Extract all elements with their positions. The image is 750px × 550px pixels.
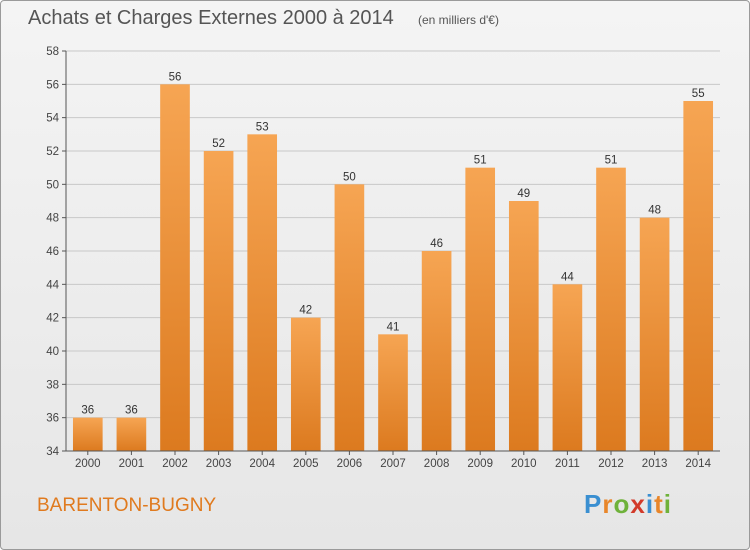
y-tick-label: 56 xyxy=(46,79,59,91)
bar-series: 36 36 56 52 53 42 50 41 46 51 49 44 51 48 55 xyxy=(72,71,714,452)
data-label: 36 xyxy=(81,405,94,417)
logo-letter: i xyxy=(645,489,655,519)
data-label: 55 xyxy=(692,88,705,100)
chart-title: Achats et Charges Externes 2000 à 2014 xyxy=(28,7,394,29)
x-tick-label: 2009 xyxy=(467,458,493,470)
bar xyxy=(203,151,234,451)
bar xyxy=(639,217,670,451)
x-tick-label: 2002 xyxy=(162,458,188,470)
y-tick-label: 46 xyxy=(46,246,59,258)
logo-letter: P xyxy=(584,489,603,519)
bar xyxy=(160,84,190,451)
logo-letter: r xyxy=(602,489,614,519)
bar xyxy=(421,251,452,451)
data-label: 53 xyxy=(256,121,269,133)
y-tick-label: 54 xyxy=(46,113,59,125)
x-tick-label: 2013 xyxy=(642,458,668,470)
data-label: 50 xyxy=(343,171,356,183)
x-tick-label: 2014 xyxy=(685,458,711,470)
x-tick-label: 2001 xyxy=(119,458,145,470)
bar xyxy=(552,284,583,451)
x-tick-label: 2003 xyxy=(206,458,232,470)
logo-letter: i xyxy=(663,489,672,519)
bar xyxy=(683,101,714,451)
data-label: 56 xyxy=(169,71,182,83)
bar xyxy=(334,184,365,452)
data-label: 49 xyxy=(517,188,530,200)
proxiti-logo: Proxiti xyxy=(584,489,672,520)
logo-letter: x xyxy=(630,489,646,519)
bar xyxy=(378,334,408,451)
data-label: 52 xyxy=(212,138,225,150)
data-label: 36 xyxy=(125,405,138,417)
y-tick-label: 34 xyxy=(46,446,59,458)
y-tick-label: 42 xyxy=(46,313,59,325)
logo-letter: o xyxy=(613,489,631,519)
bar xyxy=(290,317,321,451)
x-tick-label: 2011 xyxy=(555,458,580,470)
y-tick-label: 44 xyxy=(46,279,59,291)
data-label: 42 xyxy=(299,305,312,317)
y-tick-label: 38 xyxy=(46,379,59,391)
bar xyxy=(596,167,626,451)
x-tick-label: 2007 xyxy=(380,458,406,470)
data-label: 51 xyxy=(605,155,618,167)
x-tick-label: 2005 xyxy=(293,458,319,470)
y-tick-label: 48 xyxy=(46,213,59,225)
chart-subtitle: (en milliers d'€) xyxy=(418,13,499,27)
city-name: BARENTON-BUGNY xyxy=(37,495,217,516)
data-label: 41 xyxy=(387,321,400,333)
y-tick-label: 50 xyxy=(46,179,59,191)
y-tick-label: 36 xyxy=(46,413,59,425)
x-tick-label: 2008 xyxy=(424,458,450,470)
data-label: 51 xyxy=(474,155,487,167)
bar xyxy=(72,417,103,451)
x-tick-label: 2012 xyxy=(598,458,624,470)
y-tick-label: 40 xyxy=(46,346,59,358)
data-label: 46 xyxy=(430,238,443,250)
x-tick-label: 2004 xyxy=(249,458,275,470)
x-tick-label: 2010 xyxy=(511,458,537,470)
bar xyxy=(247,134,278,452)
x-tick-label: 2006 xyxy=(337,458,363,470)
logo-letter: t xyxy=(654,489,664,519)
data-label: 48 xyxy=(648,205,661,217)
bar xyxy=(116,417,147,451)
bar xyxy=(465,167,496,451)
data-label: 44 xyxy=(561,271,574,283)
y-tick-label: 58 xyxy=(46,46,59,58)
y-tick-label: 52 xyxy=(46,146,59,158)
x-tick-label: 2000 xyxy=(75,458,101,470)
bar xyxy=(508,201,539,451)
axes: 34 36 38 40 42 44 46 48 50 52 54 56 58 2000 2001 2002 20… xyxy=(46,46,720,470)
